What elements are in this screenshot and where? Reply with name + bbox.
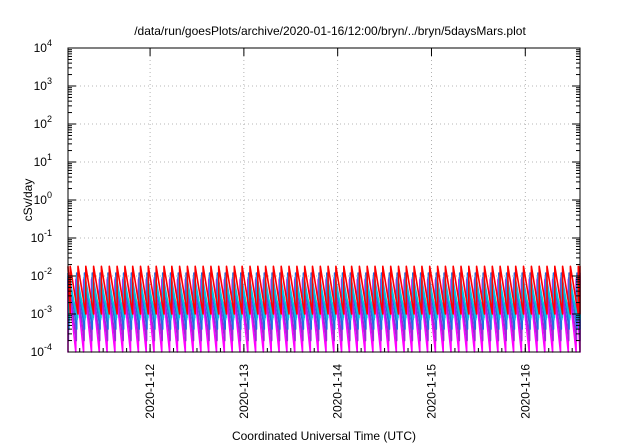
y-tick-label: 104 [34, 38, 52, 55]
x-tick-label: 2020-1-16 [518, 364, 532, 419]
x-tick-label: 2020-1-15 [424, 364, 438, 419]
x-axis: 2020-1-12 2020-1-13 2020-1-14 2020-1-15 2020… [79, 48, 573, 419]
x-tick-label: 2020-1-12 [143, 364, 157, 419]
y-tick-label: 103 [34, 76, 52, 93]
y-axis-label: cSv/day [21, 179, 35, 222]
y-tick-label: 100 [34, 190, 52, 207]
y-axis: 10-4 10-3 10-2 10-1 100 101 102 103 104 [31, 38, 580, 359]
y-tick-label: 101 [34, 152, 52, 169]
x-axis-label: Coordinated Universal Time (UTC) [232, 429, 416, 443]
y-tick-label: 10-3 [31, 304, 52, 321]
y-tick-label: 102 [34, 114, 52, 131]
plot-area [67, 265, 581, 353]
chart-title: /data/run/goesPlots/archive/2020-01-16/1… [134, 24, 526, 38]
y-tick-label: 10-1 [31, 228, 52, 245]
y-tick-label: 10-4 [31, 342, 52, 359]
x-tick-label: 2020-1-13 [237, 364, 251, 419]
x-tick-label: 2020-1-14 [331, 364, 345, 419]
y-tick-label: 10-2 [31, 266, 52, 283]
series-line [67, 265, 581, 315]
